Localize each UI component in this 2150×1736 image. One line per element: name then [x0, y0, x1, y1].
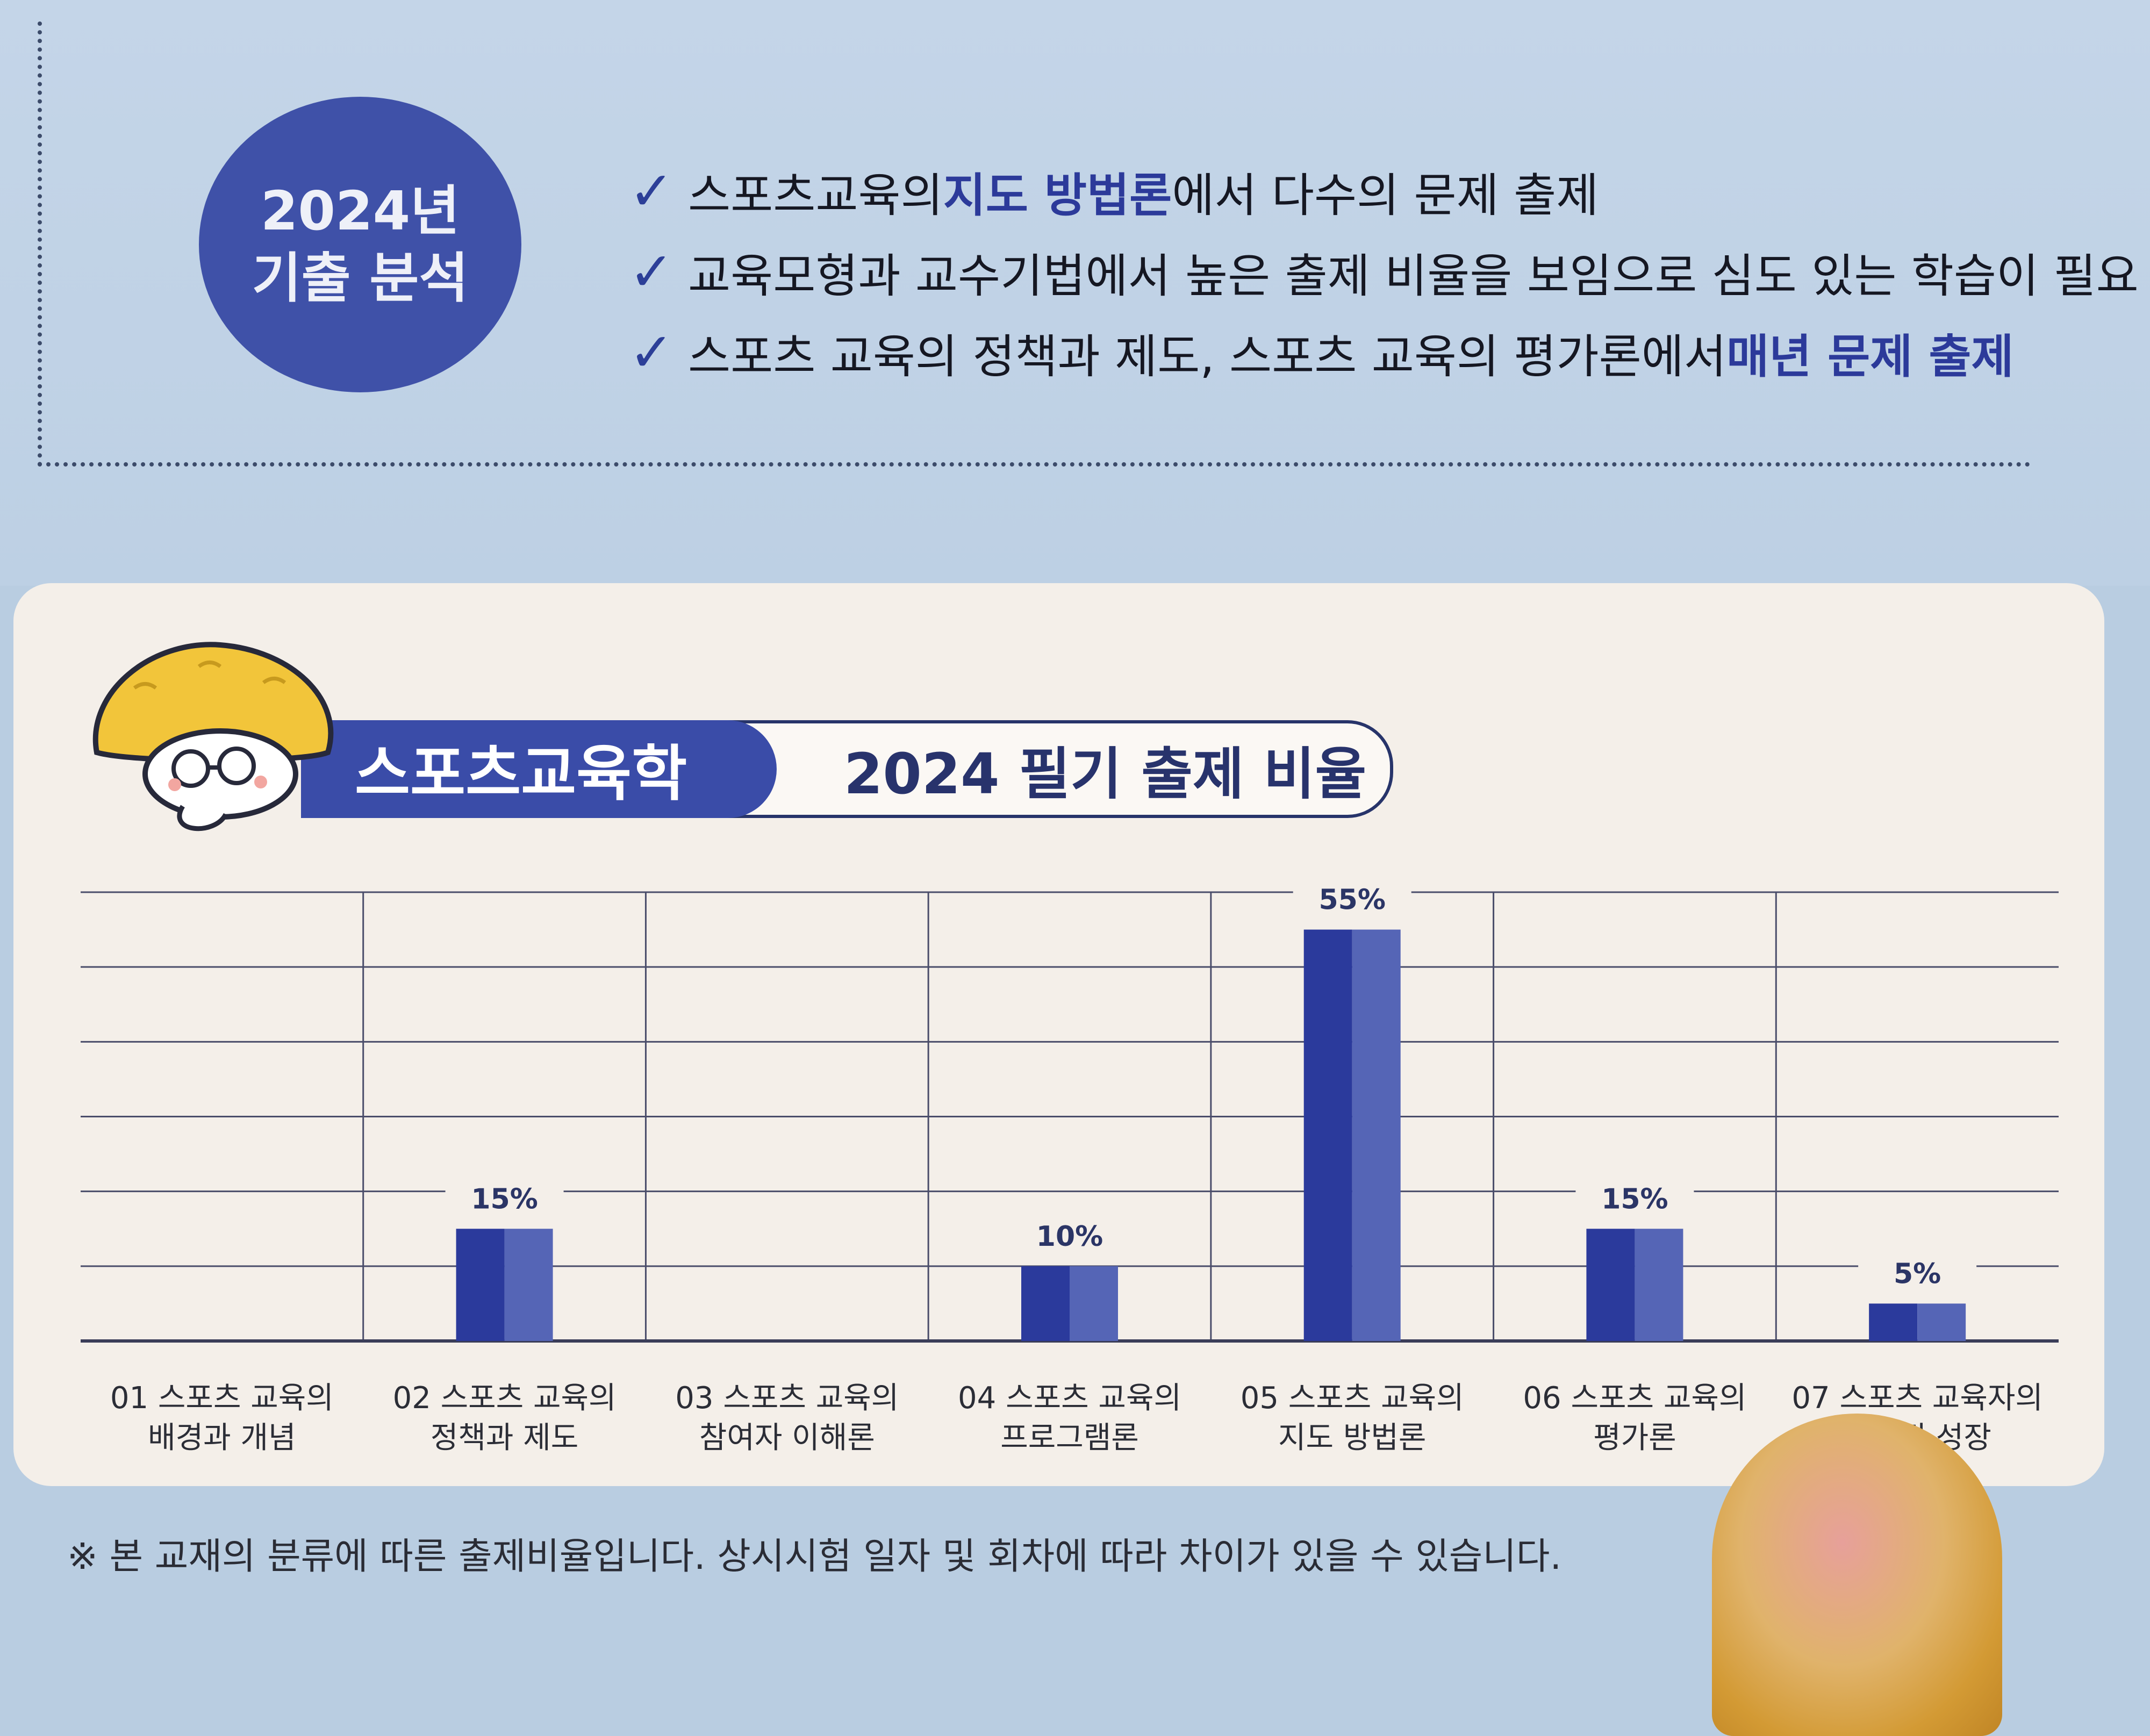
x-tick-label-line: 평가론 — [1593, 1421, 1676, 1455]
analysis-point: ✓ 교육모형과 교수기법에서 높은 출제 비율을 보임으로 심도 있는 학습이 … — [629, 231, 2139, 312]
bar-highlight — [1917, 1303, 1966, 1341]
mushroom-mascot-icon — [93, 642, 334, 831]
data-label: 5% — [1894, 1258, 1941, 1290]
badge-label: 기출 분석 — [252, 247, 469, 310]
check-icon: ✓ — [629, 320, 674, 384]
data-label: 15% — [1601, 1183, 1668, 1215]
data-label-bg — [1010, 1215, 1129, 1253]
footnote: ※ 본 교재의 분류에 따른 출제비율입니다. 상시시험 일자 및 회차에 따라… — [67, 1536, 1562, 1578]
analysis-points: ✓ 스포츠교육의 지도 방법론 에서 다수의 문제 출제 ✓ 교육모형과 교수기… — [629, 150, 2139, 392]
x-tick-label-line: 참여자 이해론 — [699, 1421, 875, 1455]
point-text: 스포츠교육의 — [688, 168, 943, 223]
point-text: 스포츠 교육의 정책과 제도, 스포츠 교육의 평가론에서 — [688, 329, 1726, 384]
bar — [456, 1229, 505, 1341]
badge-year: 2024년 — [260, 180, 460, 242]
bar — [1869, 1303, 1918, 1341]
x-tick-label-line: 02 스포츠 교육의 — [392, 1381, 617, 1416]
data-label: 15% — [471, 1183, 538, 1215]
bar-highlight — [504, 1229, 553, 1341]
point-highlight: 매년 문제 출제 — [1726, 329, 2014, 384]
bar-highlight — [1635, 1229, 1683, 1341]
x-tick-label-line: 03 스포츠 교육의 — [675, 1381, 899, 1416]
data-label: 55% — [1318, 884, 1385, 916]
thumb — [1712, 1414, 2002, 1736]
bar-highlight — [1070, 1266, 1118, 1341]
point-text-end: 에서 다수의 문제 출제 — [1172, 168, 1599, 223]
data-label-bg — [445, 1178, 564, 1216]
x-tick-label-line: 05 스포츠 교육의 — [1240, 1381, 1464, 1416]
x-tick-label-line: 정책과 제도 — [430, 1421, 579, 1455]
data-label: 10% — [1036, 1221, 1103, 1253]
x-tick-label-line: 04 스포츠 교육의 — [958, 1381, 1181, 1416]
chart-subject: 스포츠교육학 — [355, 739, 687, 809]
chart-header-subject-bg — [301, 720, 777, 818]
data-label-bg — [1858, 1252, 1977, 1290]
x-tick-label-line: 07 스포츠 교육자의 — [1791, 1381, 2043, 1416]
x-tick-label-line: 01 스포츠 교육의 — [110, 1381, 334, 1416]
bar-highlight — [1352, 929, 1401, 1341]
bar — [1021, 1266, 1070, 1341]
chart-title: 2024 필기 출제 비율 — [844, 741, 1367, 807]
analysis-point: ✓ 스포츠 교육의 정책과 제도, 스포츠 교육의 평가론에서 매년 문제 출제 — [629, 312, 2139, 392]
analysis-box — [38, 21, 2031, 467]
point-highlight: 지도 방법론 — [943, 168, 1172, 223]
check-icon: ✓ — [629, 159, 674, 223]
bar-chart: 15% 10% 55% 15% 5% — [81, 878, 2059, 1343]
analysis-point: ✓ 스포츠교육의 지도 방법론 에서 다수의 문제 출제 — [629, 150, 2139, 231]
analysis-badge: 2024년 기출 분석 — [199, 97, 521, 392]
bar — [1586, 1229, 1635, 1341]
x-tick-label-line: 배경과 개념 — [148, 1421, 296, 1455]
bar — [1303, 929, 1352, 1341]
check-icon: ✓ — [629, 240, 674, 303]
x-tick-label-line: 프로그램론 — [1000, 1421, 1139, 1455]
point-text: 교육모형과 교수기법에서 높은 출제 비율을 보임으로 심도 있는 학습이 필요 — [688, 249, 2139, 303]
x-tick-label-line: 지도 방법론 — [1278, 1421, 1427, 1455]
data-label-bg — [1293, 878, 1411, 916]
data-label-bg — [1575, 1178, 1694, 1216]
x-tick-label-line: 06 스포츠 교육의 — [1523, 1381, 1747, 1416]
